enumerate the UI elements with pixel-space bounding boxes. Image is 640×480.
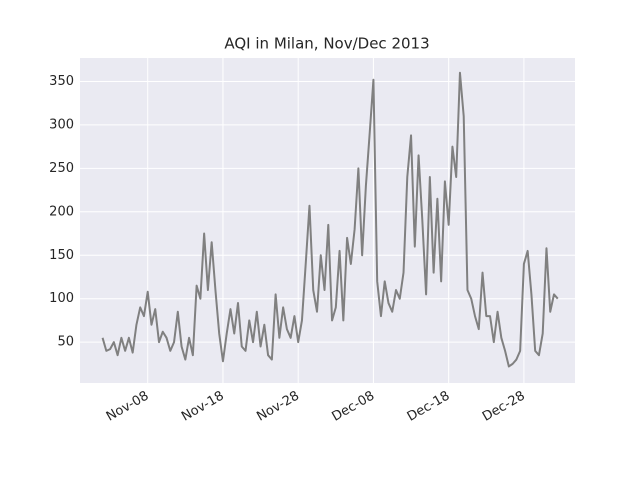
x-tick-label: Nov-08 [104,389,152,425]
y-tick-label: 200 [49,204,74,219]
y-tick-label: 100 [49,291,74,306]
x-tick-label: Nov-18 [179,389,227,425]
x-tick-label: Nov-28 [254,389,302,425]
chart-title: AQI in Milan, Nov/Dec 2013 [224,35,429,53]
y-tick-label: 300 [49,117,74,132]
x-tick-label: Dec-08 [330,389,378,425]
y-tick-label: 150 [49,248,74,263]
y-tick-label: 250 [49,161,74,176]
x-tick-label: Dec-18 [405,389,453,425]
y-tick-label: 350 [49,74,74,89]
x-tick-label: Dec-28 [480,389,528,425]
data-line [101,71,559,368]
y-tick-label: 50 [57,335,74,350]
